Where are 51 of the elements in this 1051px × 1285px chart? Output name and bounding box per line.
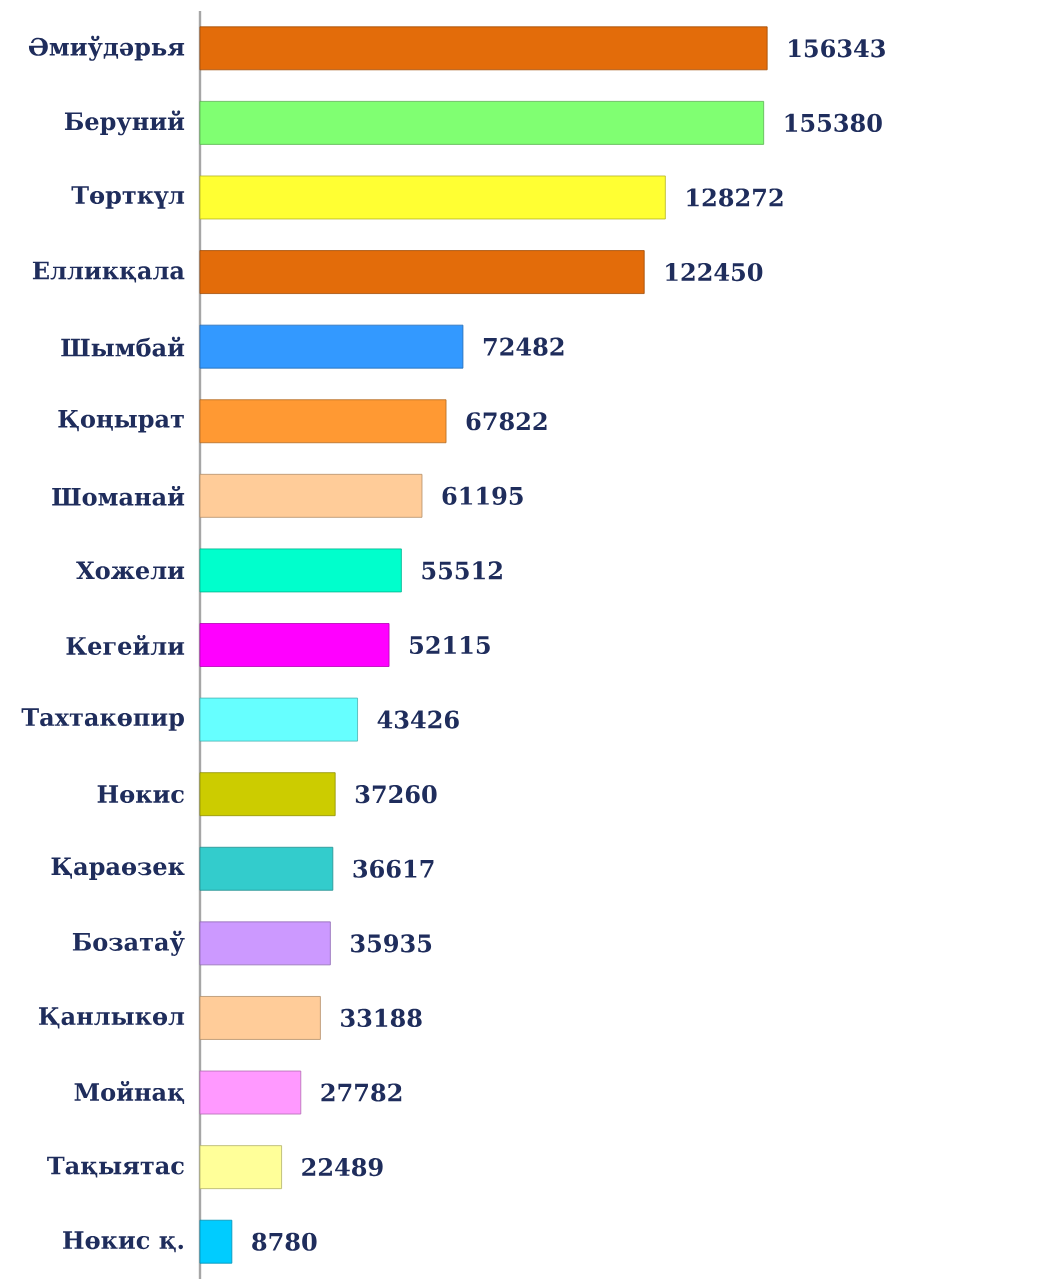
bar — [199, 473, 423, 518]
bar — [199, 26, 768, 71]
data-label: 27782 — [321, 1083, 402, 1102]
data-label: 52115 — [410, 635, 490, 655]
data-label: 156343 — [789, 39, 885, 58]
data-label: 122450 — [666, 262, 763, 282]
y-tick-label: Бозатаў — [72, 930, 185, 956]
bar — [199, 921, 331, 966]
y-tick-label: Кегейли — [66, 635, 185, 655]
data-label: 67822 — [466, 412, 547, 431]
bar — [199, 1070, 302, 1115]
bar — [199, 1219, 233, 1264]
y-tick-label: Қанлыкөл — [38, 1007, 185, 1029]
y-tick-label: Шымбай — [61, 336, 185, 357]
data-label: 8780 — [252, 1232, 317, 1251]
y-tick-label: Тахтакөпир — [21, 708, 184, 731]
bar — [199, 100, 765, 145]
y-tick-label: Әмиўдәрья — [28, 35, 185, 61]
bar — [199, 548, 402, 593]
y-tick-label: Мойнақ — [74, 1081, 185, 1105]
data-label: 128272 — [687, 188, 783, 207]
y-tick-label: Хожели — [76, 561, 185, 580]
y-tick-label: Беруний — [64, 110, 185, 136]
bar — [199, 996, 321, 1040]
y-tick-label: Тақыятас — [47, 1156, 184, 1178]
bar — [199, 846, 334, 891]
y-tick-label: Қараөзек — [51, 857, 185, 881]
bar — [199, 623, 390, 667]
y-tick-label: Төрткүл — [71, 186, 185, 209]
data-label: 36617 — [353, 859, 434, 878]
data-label: 55512 — [422, 561, 502, 580]
bar — [199, 772, 336, 817]
data-label: 22489 — [302, 1158, 383, 1177]
bar — [199, 1145, 282, 1190]
data-label: 61195 — [442, 486, 523, 505]
bar — [199, 324, 464, 369]
y-tick-label: Қоңырат — [58, 409, 184, 433]
y-tick-label: Елликқала — [32, 261, 185, 283]
bar — [199, 697, 358, 742]
data-label: 72482 — [483, 337, 564, 356]
data-label: 37260 — [355, 785, 437, 804]
data-label: 43426 — [377, 710, 459, 729]
data-label: 155380 — [785, 113, 882, 132]
y-tick-label: Нөкис қ. — [63, 1231, 183, 1253]
bar — [199, 250, 645, 294]
data-label: 33188 — [341, 1008, 422, 1028]
y-tick-label: Шоманай — [52, 485, 185, 506]
y-tick-label: Нөкис — [97, 785, 184, 804]
data-label: 35935 — [351, 934, 432, 953]
bar — [199, 175, 666, 220]
bar — [199, 399, 447, 444]
